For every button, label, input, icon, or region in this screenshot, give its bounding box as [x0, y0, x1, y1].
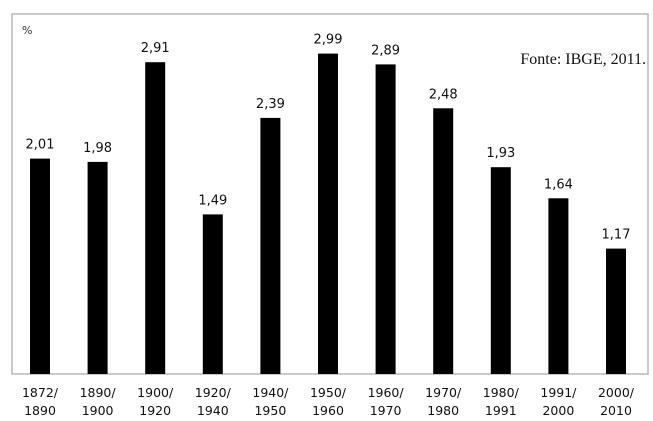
category-label-1-line-0: 1890/ — [80, 385, 117, 400]
category-label-5-line-1: 1960 — [312, 403, 344, 418]
value-label-10: 1,17 — [602, 228, 631, 243]
category-label-2-line-1: 1920 — [139, 403, 171, 418]
bar-9 — [548, 198, 569, 374]
category-label-3-line-1: 1940 — [197, 403, 229, 418]
category-label-7-line-1: 1980 — [427, 403, 459, 418]
value-label-9: 1,64 — [544, 177, 573, 192]
category-label-7-line-0: 1970/ — [425, 385, 462, 400]
bars-layer — [30, 53, 626, 375]
value-label-8: 1,93 — [486, 146, 515, 161]
value-label-0: 2,01 — [26, 138, 55, 153]
source-label: Fonte: IBGE, 2011. — [520, 51, 646, 68]
category-label-5-line-0: 1950/ — [310, 385, 347, 400]
bar-5 — [318, 53, 338, 374]
bar-2 — [145, 62, 166, 374]
bar-1 — [87, 161, 108, 374]
bar-0 — [30, 158, 50, 374]
value-label-7: 2,48 — [429, 87, 458, 102]
category-label-0-line-0: 1872/ — [22, 385, 59, 400]
category-labels-layer: 1872/1890 1890/1900 1900/1920 1920/1940 1940… — [22, 385, 635, 418]
value-label-3: 1,49 — [198, 193, 227, 208]
bar-7 — [433, 108, 454, 375]
category-label-10-line-0: 2000/ — [598, 385, 635, 400]
category-label-2-line-0: 1900/ — [137, 385, 174, 400]
category-label-1-line-1: 1900 — [82, 403, 114, 418]
category-label-0-line-1: 1890 — [24, 403, 56, 418]
value-label-2: 2,91 — [141, 41, 170, 56]
category-label-3-line-0: 1920/ — [195, 385, 232, 400]
category-label-10-line-1: 2010 — [600, 403, 632, 418]
value-label-5: 2,99 — [314, 33, 343, 48]
category-label-9-line-1: 2000 — [542, 403, 574, 418]
bar-4 — [260, 117, 281, 375]
bar-8 — [490, 167, 511, 374]
value-label-1: 1,98 — [83, 141, 112, 156]
value-label-4: 2,39 — [256, 97, 285, 112]
bar-6 — [375, 64, 396, 375]
bar-3 — [202, 214, 223, 374]
category-label-8-line-1: 1991 — [485, 403, 517, 418]
value-label-6: 2,89 — [371, 43, 400, 58]
category-label-9-line-0: 1991/ — [540, 385, 577, 400]
category-label-4-line-0: 1940/ — [252, 385, 289, 400]
value-labels-layer: 2,01 1,98 2,91 1,49 2,39 2,99 2,89 2,48 1,93 1,64… — [26, 33, 631, 243]
y-axis-label: % — [22, 24, 32, 37]
bar-10 — [606, 248, 626, 374]
category-label-6-line-1: 1970 — [370, 403, 402, 418]
category-label-6-line-0: 1960/ — [368, 385, 405, 400]
category-label-4-line-1: 1950 — [254, 403, 286, 418]
category-label-8-line-0: 1980/ — [483, 385, 520, 400]
